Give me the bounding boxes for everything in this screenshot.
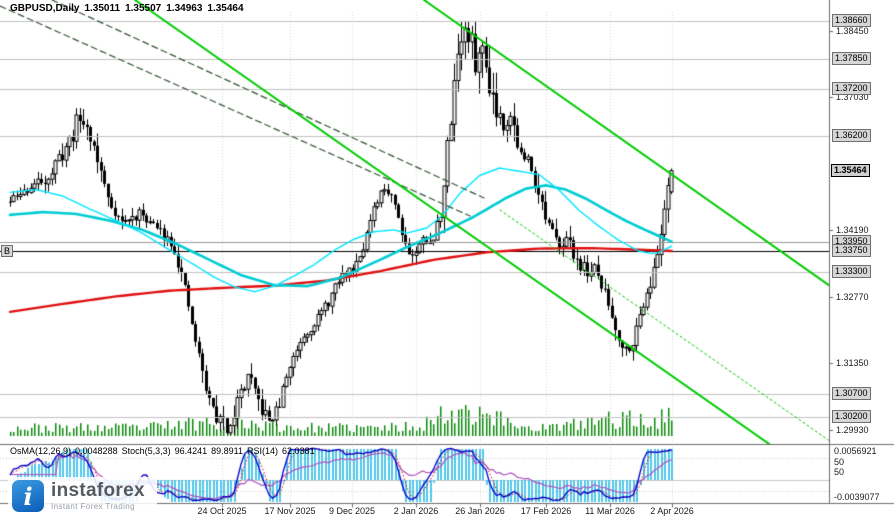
ohlc-close: 1.35464 — [207, 3, 244, 14]
panel-scale-label: -0.0039077 — [834, 492, 880, 502]
date-label: 17 Nov 2025 — [264, 506, 316, 516]
stoch-label: Stoch(5,3,3) — [121, 446, 171, 456]
osma-value: 0.0048288 — [75, 446, 118, 456]
indicator-header: OsMA(12,26,9) 0.0048288 Stoch(5,3,3) 96.424… — [10, 446, 319, 456]
panel-scale-label: 50 — [834, 457, 845, 467]
date-label: 11 Mar 2026 — [585, 506, 635, 516]
logo-icon-letter: i — [23, 481, 33, 511]
stoch-value-signal: 89.8911 — [211, 446, 244, 456]
symbol-header: GBPUSD,Daily 1.35011 1.35507 1.34963 1.35464 — [10, 3, 249, 14]
price-tick-label: 1.31350 — [836, 358, 869, 368]
date-label: 2 Apr 2026 — [650, 506, 694, 516]
price-level-label: 1.30700 — [832, 387, 871, 400]
price-level-label: 1.37850 — [832, 52, 871, 65]
logo-tagline: Instant Forex Trading — [51, 502, 135, 511]
logo-brand-text: instaforex — [51, 480, 145, 501]
price-tick-label: 1.32770 — [836, 292, 869, 302]
symbol-label: GBPUSD,Daily — [10, 3, 80, 14]
price-tick-label: 1.38450 — [836, 26, 869, 36]
panel-scale-label: 0.0056921 — [834, 446, 877, 456]
date-label: 17 Feb 2026 — [520, 506, 572, 516]
date-label: 26 Jan 2026 — [455, 506, 505, 516]
logo-text-block: instaforex Instant Forex Trading — [51, 481, 145, 511]
date-label: 2 Jan 2026 — [393, 506, 439, 516]
panel-scale-label: 50 — [834, 467, 845, 477]
instaforex-logo-icon: i — [12, 480, 44, 512]
price-tick-label: 1.34190 — [836, 225, 869, 235]
current-price-badge: 1.35464 — [831, 164, 870, 177]
rsi-value: 62.0381 — [282, 446, 315, 456]
price-level-label: 1.38660 — [832, 14, 871, 27]
ohlc-high: 1.35507 — [125, 3, 162, 14]
ohlc-open: 1.35011 — [84, 3, 121, 14]
price-level-label: 1.36200 — [832, 129, 871, 142]
ohlc-low: 1.34963 — [166, 3, 203, 14]
price-level-label: 1.37200 — [832, 82, 871, 95]
b-line-marker: B — [1, 245, 14, 257]
date-label: 24 Oct 2025 — [197, 506, 247, 516]
instaforex-logo: i instaforex Instant Forex Trading — [8, 477, 157, 515]
price-level-label: 1.33750 — [832, 244, 871, 257]
date-label: 9 Dec 2025 — [328, 506, 376, 516]
price-tick-label: 1.29930 — [836, 425, 869, 435]
osma-label: OsMA(12,26,9) — [10, 446, 72, 456]
rsi-label: RSI(14) — [247, 446, 279, 456]
price-tick-label: 1.37030 — [836, 92, 869, 102]
price-level-label: 1.30200 — [832, 410, 871, 423]
stoch-value-main: 96.4241 — [174, 446, 208, 456]
price-level-label: 1.33300 — [832, 265, 871, 278]
